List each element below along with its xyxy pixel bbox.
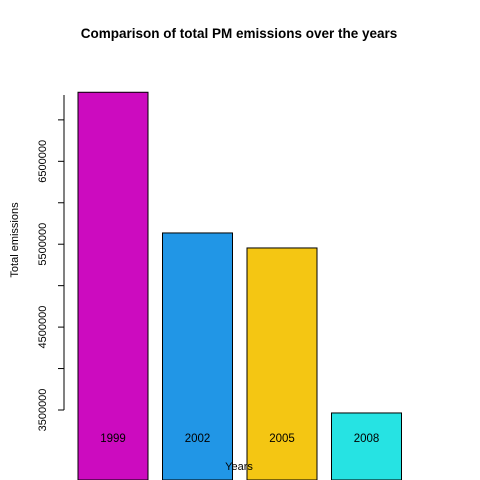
category-label-2005: 2005 xyxy=(269,433,295,445)
category-labels: 1999 2002 2005 2008 xyxy=(100,433,379,445)
bar-2008 xyxy=(331,412,402,480)
y-tick-label: 6500000 xyxy=(37,140,49,183)
bar-2002 xyxy=(162,232,233,480)
x-axis-label: Years xyxy=(225,461,253,473)
category-label-1999: 1999 xyxy=(100,433,126,445)
y-tick-label: 4500000 xyxy=(37,306,49,349)
y-tick-label: 3500000 xyxy=(37,389,49,432)
bar-1999 xyxy=(77,91,149,480)
category-label-2002: 2002 xyxy=(185,433,211,445)
y-tick-label: 5500000 xyxy=(37,223,49,266)
y-axis-label: Total emissions xyxy=(9,202,21,278)
chart-title: Comparison of total PM emissions over th… xyxy=(81,26,398,41)
category-label-2008: 2008 xyxy=(354,433,380,445)
y-axis: 3500000 4500000 5500000 6500000 xyxy=(37,95,65,432)
bar-2005 xyxy=(246,247,318,480)
bars-group xyxy=(77,91,402,480)
